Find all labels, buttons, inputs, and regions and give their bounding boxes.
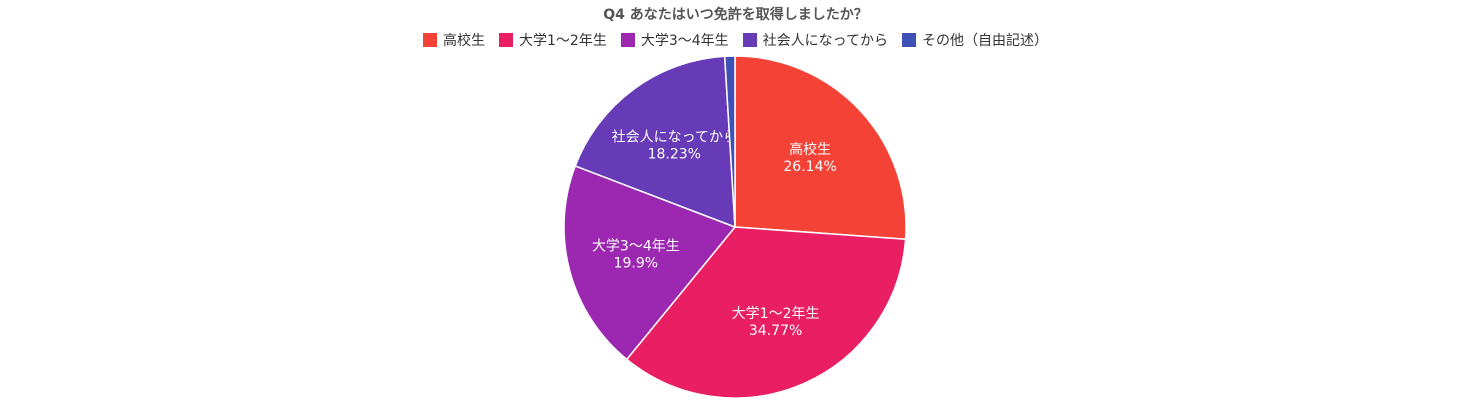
legend-label: 大学1〜2年生 [519, 33, 607, 49]
slice-category-label: 大学1〜2年生 [732, 306, 820, 322]
slice-high-school[interactable] [734, 55, 907, 241]
slice-value-label: 18.23% [648, 146, 701, 162]
slice-value-label: 19.9% [614, 255, 658, 271]
slice-category-label: 社会人になってから [612, 129, 737, 145]
legend-swatch [742, 33, 757, 47]
slice-category-label: 大学3〜4年生 [592, 238, 680, 254]
legend-swatch [423, 33, 438, 47]
legend-swatch [901, 33, 916, 47]
legend-label: 高校生 [443, 33, 486, 49]
slice-category-label: 高校生 [789, 141, 831, 158]
slice-university-3-4[interactable] [563, 164, 737, 361]
legend-item-university-1-2[interactable]: 大学1〜2年生 [499, 30, 607, 50]
slice-working-adult[interactable] [574, 55, 736, 229]
legend: 高校生 大学1〜2年生 大学3〜4年生 社会人になってから その他（自由記述） [0, 30, 1471, 50]
slice-value-label: 26.14% [783, 159, 836, 175]
slice-university-1-2[interactable] [625, 226, 907, 399]
legend-label: 大学3〜4年生 [640, 33, 729, 49]
legend-label: 社会人になってから [762, 33, 888, 49]
chart-title: Q4 あなたはいつ免許を取得しましたか？ [603, 7, 868, 23]
legend-swatch [499, 33, 514, 47]
legend-swatch [620, 33, 635, 47]
slice-value-label: 34.77% [749, 323, 802, 339]
slice-other[interactable] [723, 55, 736, 228]
legend-item-working-adult[interactable]: 社会人になってから [742, 30, 888, 50]
legend-label: その他（自由記述） [921, 33, 1048, 49]
legend-item-high-school[interactable]: 高校生 [423, 30, 485, 50]
legend-item-university-3-4[interactable]: 大学3〜4年生 [620, 30, 729, 50]
legend-item-other[interactable]: その他（自由記述） [901, 30, 1048, 50]
